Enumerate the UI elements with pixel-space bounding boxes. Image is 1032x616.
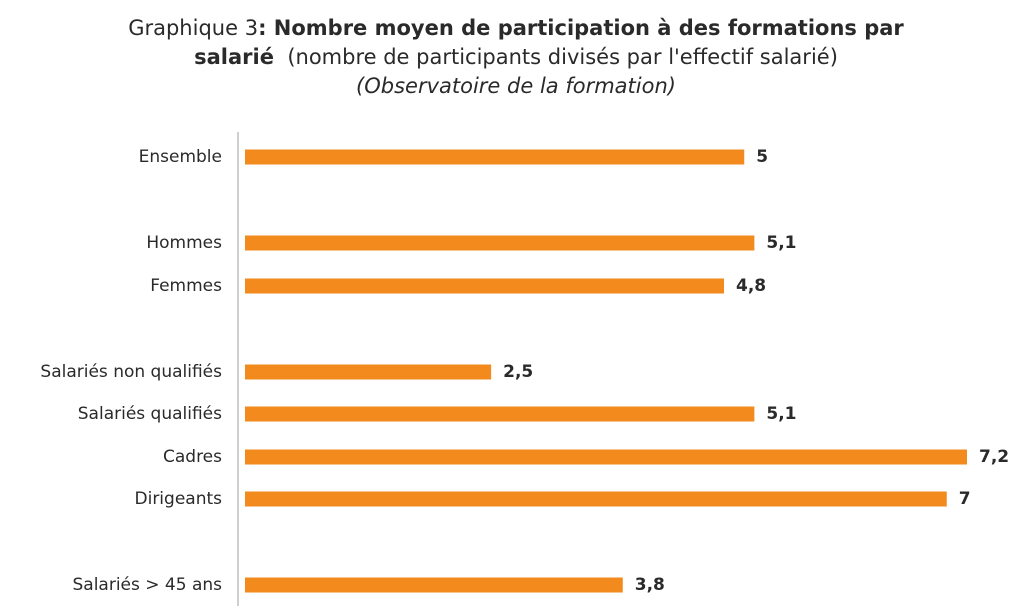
value-label-1: 5 <box>756 147 768 167</box>
bar-6 <box>245 449 967 465</box>
bar-5 <box>245 406 755 422</box>
title-subtitle: (nombre de participants divisés par l'ef… <box>287 45 838 69</box>
title-bold-part2: salarié <box>194 45 274 69</box>
bar-8 <box>245 577 623 593</box>
bar-4 <box>245 364 492 380</box>
bar-3 <box>245 278 724 294</box>
title-line-1: Graphique 3: Nombre moyen de participati… <box>0 14 1032 43</box>
title-source: (Observatoire de la formation) <box>356 74 676 98</box>
category-label-5: Salariés qualifiés <box>78 404 222 424</box>
category-label-1: Ensemble <box>139 147 222 167</box>
chart-title: Graphique 3: Nombre moyen de participati… <box>0 14 1032 101</box>
category-label-3: Femmes <box>150 276 222 296</box>
category-label-2: Hommes <box>146 233 222 253</box>
value-label-6: 7,2 <box>979 447 1009 467</box>
bar-2 <box>245 235 755 251</box>
title-prefix: Graphique 3 <box>128 16 259 40</box>
value-label-3: 4,8 <box>736 276 766 296</box>
bars-group <box>245 149 967 593</box>
value-label-8: 3,8 <box>635 575 665 595</box>
value-label-7: 7 <box>959 489 971 509</box>
category-labels-group: Ensemble Hommes Femmes Salariés non qualifi… <box>40 147 222 595</box>
category-label-8: Salariés > 45 ans <box>72 575 222 595</box>
title-bold-part1: Nombre moyen de participation à des form… <box>273 16 904 40</box>
category-label-6: Cadres <box>163 447 222 467</box>
value-label-5: 5,1 <box>766 404 796 424</box>
category-label-4: Salariés non qualifiés <box>40 362 222 382</box>
bar-1 <box>245 149 745 165</box>
title-separator: : <box>258 16 274 40</box>
bar-7 <box>245 491 947 507</box>
value-label-2: 5,1 <box>766 233 796 253</box>
value-labels-group: 5 5,1 4,8 2,5 5,1 7,2 7 3,8 <box>503 147 1009 595</box>
value-label-4: 2,5 <box>503 362 533 382</box>
category-label-7: Dirigeants <box>135 489 223 509</box>
title-line-2: salarié (nombre de participants divisés … <box>0 43 1032 72</box>
